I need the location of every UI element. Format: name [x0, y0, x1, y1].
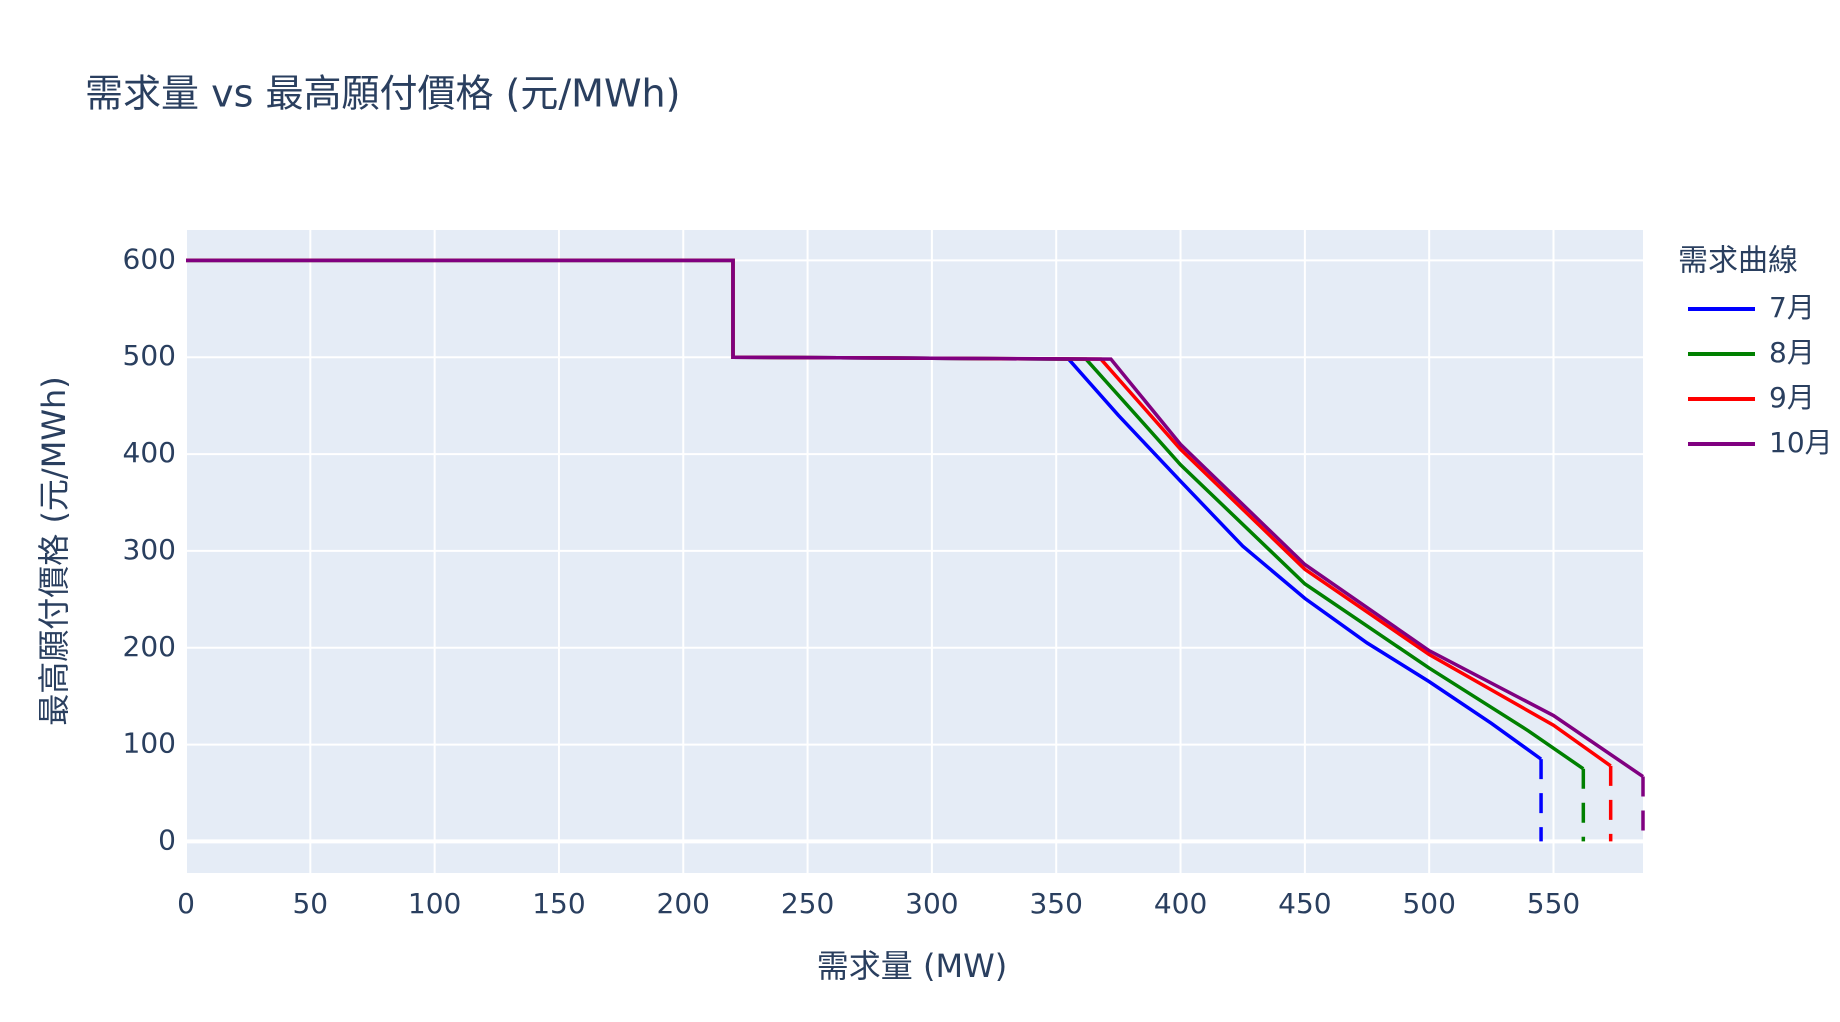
x-tick-label: 50: [292, 887, 328, 920]
x-tick-label: 0: [177, 887, 195, 920]
x-tick-label: 500: [1402, 887, 1455, 920]
chart-title: 需求量 vs 最高願付價格 (元/MWh): [85, 72, 680, 116]
x-tick-label: 450: [1278, 887, 1331, 920]
legend-label: 10月: [1769, 426, 1833, 459]
legend-title: 需求曲線: [1678, 244, 1798, 279]
y-tick-label: 400: [123, 436, 176, 469]
x-tick-label: 400: [1154, 887, 1207, 920]
y-tick-label: 200: [123, 630, 176, 663]
x-tick-label: 150: [532, 887, 585, 920]
x-tick-label: 300: [905, 887, 958, 920]
x-axis-title: 需求量 (MW): [817, 947, 1007, 985]
x-tick-label: 350: [1029, 887, 1082, 920]
x-tick-label: 200: [657, 887, 710, 920]
y-tick-label: 500: [123, 339, 176, 372]
legend-label: 9月: [1769, 381, 1815, 414]
y-tick-label: 300: [123, 533, 176, 566]
y-tick-label: 600: [123, 242, 176, 275]
legend-label: 7月: [1769, 291, 1815, 324]
y-tick-label: 0: [158, 823, 176, 856]
series-line: [186, 258, 1644, 778]
x-tick-label: 550: [1527, 887, 1580, 920]
y-tick-label: 100: [123, 727, 176, 760]
x-tick-label: 100: [408, 887, 461, 920]
legend-label: 8月: [1769, 336, 1815, 369]
y-axis-title: 最高願付價格 (元/MWh): [35, 376, 73, 725]
x-tick-label: 250: [781, 887, 834, 920]
